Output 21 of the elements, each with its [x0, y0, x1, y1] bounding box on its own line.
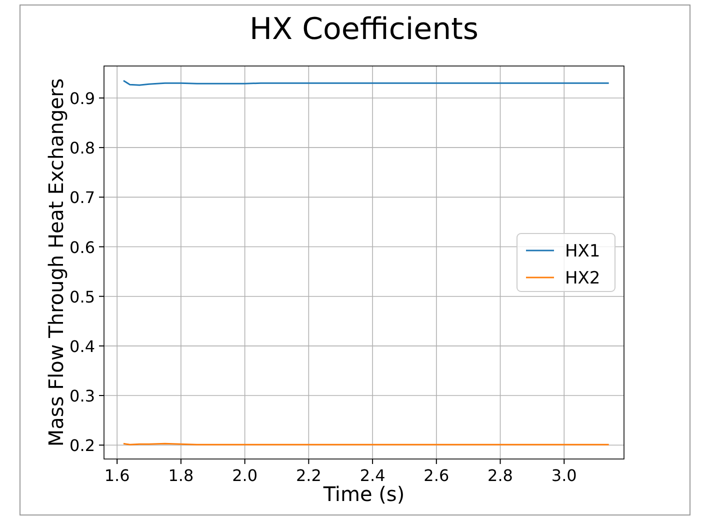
x-tick-label: 2.4: [360, 466, 386, 485]
y-tick-label: 0.9: [70, 88, 95, 108]
y-tick-label: 0.5: [70, 287, 95, 306]
x-tick-label: 2.0: [232, 466, 258, 485]
x-tick-label: 3.0: [551, 466, 577, 485]
y-tick-label: 0.3: [70, 386, 95, 406]
x-tick-label: 1.6: [104, 466, 130, 485]
legend-label: HX2: [565, 268, 600, 288]
y-axis-title: Mass Flow Through Heat Exchangers: [44, 78, 68, 447]
y-tick-label: 0.6: [70, 238, 95, 257]
legend-label: HX1: [565, 242, 600, 262]
chart-title: HX Coefficients: [249, 12, 479, 47]
x-tick-label: 1.8: [168, 466, 194, 485]
y-tick-label: 0.2: [70, 436, 95, 456]
y-tick-label: 0.7: [70, 188, 95, 208]
x-tick-label: 2.8: [488, 466, 513, 485]
x-axis-title: Time (s): [322, 482, 405, 506]
y-tick-label: 0.4: [70, 336, 95, 356]
x-tick-label: 2.2: [296, 466, 322, 485]
y-tick-label: 0.8: [70, 138, 95, 158]
x-tick-label: 2.6: [424, 466, 450, 485]
